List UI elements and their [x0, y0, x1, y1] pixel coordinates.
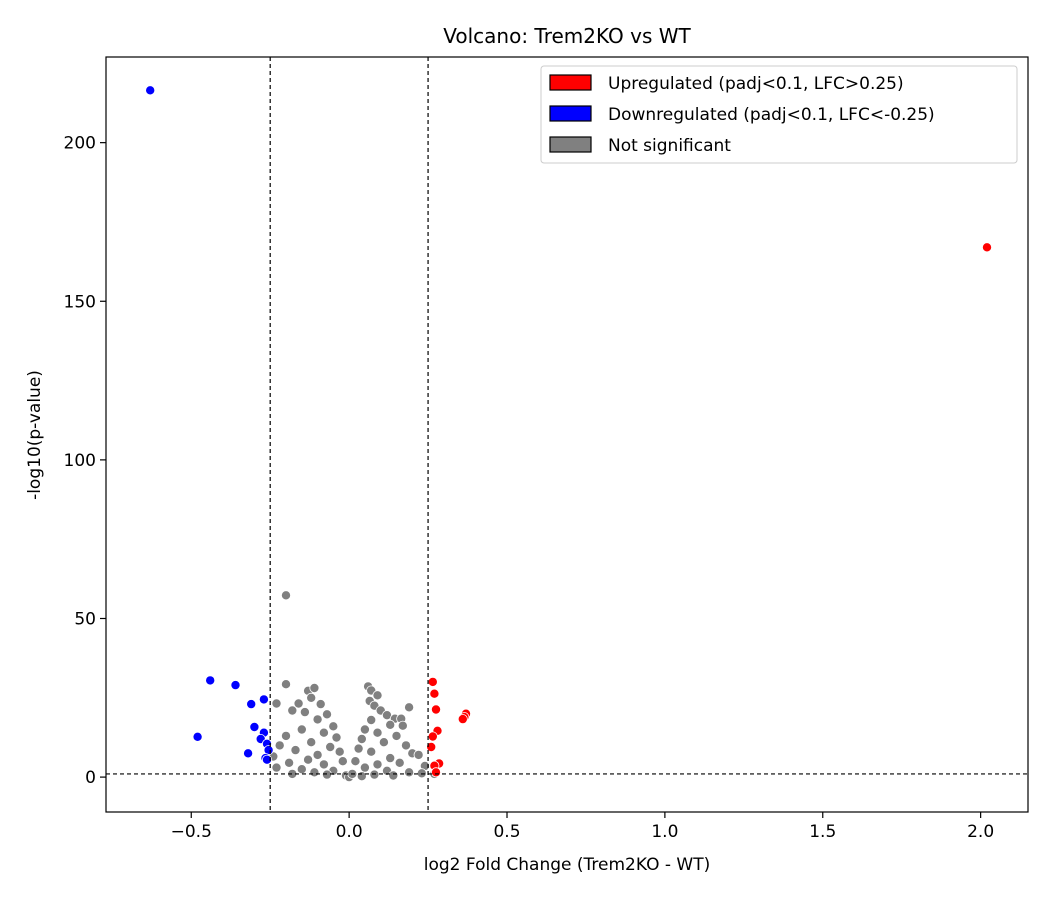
point-up [430, 704, 441, 715]
x-tick-label: 1.0 [651, 822, 678, 842]
point-ns [312, 749, 323, 760]
legend-swatch-up [549, 74, 592, 91]
point-down [145, 85, 156, 96]
point-ns [271, 698, 282, 709]
point-ns [280, 590, 291, 601]
point-ns [356, 734, 367, 745]
point-ns [397, 720, 408, 731]
point-ns [309, 767, 320, 778]
point-ns [299, 707, 310, 718]
point-down [246, 699, 257, 710]
legend-swatch-down [549, 105, 592, 122]
point-ns [328, 721, 339, 732]
point-ns [274, 740, 285, 751]
point-up [429, 688, 440, 699]
point-ns [280, 730, 291, 741]
x-axis-label: log2 Fold Change (Trem2KO - WT) [424, 855, 710, 875]
point-ns [296, 724, 307, 735]
x-tick-label: 2.0 [967, 822, 994, 842]
point-ns [312, 714, 323, 725]
point-ns [290, 745, 301, 756]
scatter-points [145, 85, 993, 783]
point-ns [296, 764, 307, 775]
point-ns [337, 756, 348, 767]
point-ns [400, 740, 411, 751]
point-ns [391, 730, 402, 741]
point-ns [359, 724, 370, 735]
point-ns [394, 757, 405, 768]
point-ns [372, 727, 383, 738]
threshold-lines [106, 57, 1028, 812]
point-ns [315, 699, 326, 710]
point-ns [306, 737, 317, 748]
point-ns [280, 679, 291, 690]
point-ns [359, 762, 370, 773]
y-tick-label: 150 [64, 292, 96, 312]
point-ns [372, 690, 383, 701]
point-up [427, 731, 438, 742]
legend-swatch-ns [549, 136, 592, 153]
plot-frame [105, 56, 1029, 813]
x-tick-label: 0.0 [336, 822, 363, 842]
point-ns [306, 692, 317, 703]
point-up [457, 714, 468, 725]
point-ns [331, 732, 342, 743]
point-ns [321, 769, 332, 780]
point-down [243, 748, 254, 759]
point-up [426, 742, 437, 753]
point-up [982, 242, 993, 253]
point-down [249, 722, 260, 733]
point-ns [404, 702, 415, 713]
legend-label-down: Downregulated (padj<0.1, LFC<-0.25) [608, 105, 935, 125]
y-tick-label: 50 [74, 609, 96, 629]
point-ns [303, 754, 314, 765]
legend-label-ns: Not significant [608, 136, 731, 156]
y-tick-label: 100 [64, 451, 96, 471]
legend: Upregulated (padj<0.1, LFC>0.25) Downregu… [540, 65, 1018, 164]
point-up [427, 676, 438, 687]
y-tick-label: 200 [64, 134, 96, 154]
point-down [230, 680, 241, 691]
point-ns [416, 768, 427, 779]
point-ns [369, 769, 380, 780]
point-ns [293, 698, 304, 709]
point-ns [353, 743, 364, 754]
x-axis-ticks: −0.5 0.0 0.5 1.0 1.5 2.0 [171, 812, 994, 842]
point-ns [378, 737, 389, 748]
point-ns [356, 771, 367, 782]
point-ns [309, 683, 320, 694]
y-axis-ticks: 0 50 100 150 200 [64, 134, 106, 788]
point-down [261, 754, 272, 765]
point-ns [271, 762, 282, 773]
x-tick-label: 0.5 [493, 822, 520, 842]
point-ns [413, 749, 424, 760]
point-ns [287, 705, 298, 716]
point-ns [366, 746, 377, 757]
point-ns [334, 746, 345, 757]
legend-box [540, 65, 1018, 164]
point-ns [350, 756, 361, 767]
legend-label-up: Upregulated (padj<0.1, LFC>0.25) [608, 74, 904, 94]
point-ns [325, 742, 336, 753]
x-tick-label: −0.5 [171, 822, 212, 842]
point-ns [404, 767, 415, 778]
point-up [430, 767, 441, 778]
point-ns [385, 753, 396, 764]
point-ns [284, 757, 295, 768]
point-ns [318, 759, 329, 770]
y-axis-label: -log10(p-value) [25, 370, 45, 500]
y-tick-label: 0 [85, 768, 96, 788]
chart-title: Volcano: Trem2KO vs WT [443, 24, 691, 48]
point-ns [318, 727, 329, 738]
x-tick-label: 1.5 [809, 822, 836, 842]
point-down [192, 731, 203, 742]
point-down [258, 694, 269, 705]
point-down [205, 675, 216, 686]
point-ns [366, 715, 377, 726]
point-ns [372, 759, 383, 770]
point-ns [321, 709, 332, 720]
point-ns [388, 770, 399, 781]
point-ns [385, 719, 396, 730]
